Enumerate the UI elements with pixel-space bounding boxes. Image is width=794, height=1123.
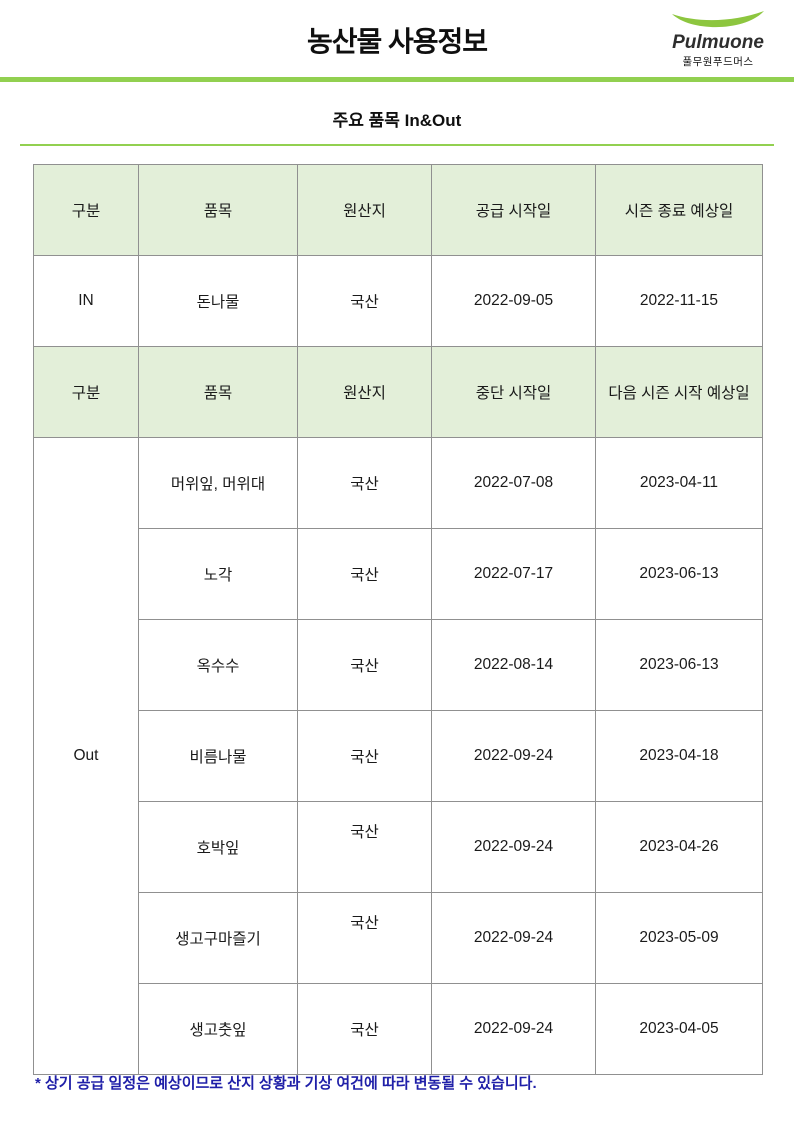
in-row: IN 돈나물 국산 2022-09-05 2022-11-15 (33, 255, 763, 347)
out-cell-item: 노각 (138, 528, 298, 620)
accent-rule-thin (20, 144, 774, 146)
inout-table: 구분 품목 원산지 공급 시작일 시즌 종료 예상일 IN 돈나물 국산 202… (33, 164, 763, 1075)
out-cell-origin: 국산 (297, 710, 432, 802)
out-row: Out 머위잎, 머위대 국산 2022-07-08 2023-04-11 (33, 437, 763, 1075)
in-cell-group: IN (33, 255, 139, 347)
out-row: 옥수수 국산 2022-08-14 2023-06-13 (34, 619, 763, 711)
out-cell-end: 2023-04-05 (595, 983, 763, 1075)
out-cell-start: 2022-07-08 (431, 437, 596, 529)
page-title: 농산물 사용정보 (306, 26, 488, 57)
section-subtitle: 주요 품목 In&Out (332, 111, 462, 130)
brand-subname: 풀무원푸드머스 (682, 55, 754, 68)
out-cell-end: 2023-05-09 (595, 892, 763, 984)
out-header-cell-end: 다음 시즌 시작 예상일 (595, 346, 763, 438)
out-row: 생고춧잎 국산 2022-09-24 2023-04-05 (34, 983, 763, 1075)
in-header-cell-start: 공급 시작일 (431, 164, 596, 256)
in-cell-item: 돈나물 (138, 255, 298, 347)
out-cell-origin: 국산 (297, 892, 432, 984)
out-header-row: 구분 품목 원산지 중단 시작일 다음 시즌 시작 예상일 (33, 346, 763, 438)
in-cell-origin: 국산 (297, 255, 432, 347)
out-cell-end: 2023-06-13 (595, 619, 763, 711)
out-row: 호박잎 국산 2022-09-24 2023-04-26 (34, 801, 763, 893)
out-cell-origin: 국산 (297, 619, 432, 711)
leaf-swoosh-icon (654, 8, 782, 32)
in-header-cell-item: 품목 (138, 164, 298, 256)
out-header-cell-origin: 원산지 (297, 346, 432, 438)
out-cell-item: 머위잎, 머위대 (138, 437, 298, 529)
out-cell-end: 2023-04-26 (595, 801, 763, 893)
brand-wordmark: Pulmuone (672, 32, 764, 53)
pulmuone-logo: Pulmuone 풀무원푸드머스 (654, 8, 782, 68)
out-cell-origin: 국산 (297, 437, 432, 529)
out-row: 생고구마즐기 국산 2022-09-24 2023-05-09 (34, 892, 763, 984)
out-cell-item: 호박잎 (138, 801, 298, 893)
in-header-cell-origin: 원산지 (297, 164, 432, 256)
out-header-cell-start: 중단 시작일 (431, 346, 596, 438)
in-cell-end: 2022-11-15 (595, 255, 763, 347)
footnote: * 상기 공급 일정은 예상이므로 산지 상황과 기상 여건에 따라 변동될 수… (35, 1075, 537, 1092)
accent-rule-thick (0, 77, 794, 82)
out-cell-start: 2022-09-24 (431, 710, 596, 802)
out-cell-item: 비름나물 (138, 710, 298, 802)
out-header-cell-item: 품목 (138, 346, 298, 438)
out-header-cell-group: 구분 (33, 346, 139, 438)
out-cell-start: 2022-07-17 (431, 528, 596, 620)
out-cell-origin: 국산 (297, 528, 432, 620)
out-cell-end: 2023-06-13 (595, 528, 763, 620)
out-cell-end: 2023-04-11 (595, 437, 763, 529)
in-cell-start: 2022-09-05 (431, 255, 596, 347)
out-cell-item: 생고구마즐기 (138, 892, 298, 984)
in-header-cell-group: 구분 (33, 164, 139, 256)
out-row: 비름나물 국산 2022-09-24 2023-04-18 (34, 710, 763, 802)
out-cell-end: 2023-04-18 (595, 710, 763, 802)
out-row: 노각 국산 2022-07-17 2023-06-13 (34, 528, 763, 620)
out-cell-origin: 국산 (297, 801, 432, 893)
out-cell-start: 2022-09-24 (431, 801, 596, 893)
out-cell-start: 2022-09-24 (431, 983, 596, 1075)
out-cell-start: 2022-09-24 (431, 892, 596, 984)
out-cell-item: 생고춧잎 (138, 983, 298, 1075)
out-cell-origin: 국산 (297, 983, 432, 1075)
out-cell-start: 2022-08-14 (431, 619, 596, 711)
out-group-cell: Out (33, 437, 139, 1075)
in-header-cell-end: 시즌 종료 예상일 (595, 164, 763, 256)
out-cell-item: 옥수수 (138, 619, 298, 711)
in-header-row: 구분 품목 원산지 공급 시작일 시즌 종료 예상일 (33, 164, 763, 256)
